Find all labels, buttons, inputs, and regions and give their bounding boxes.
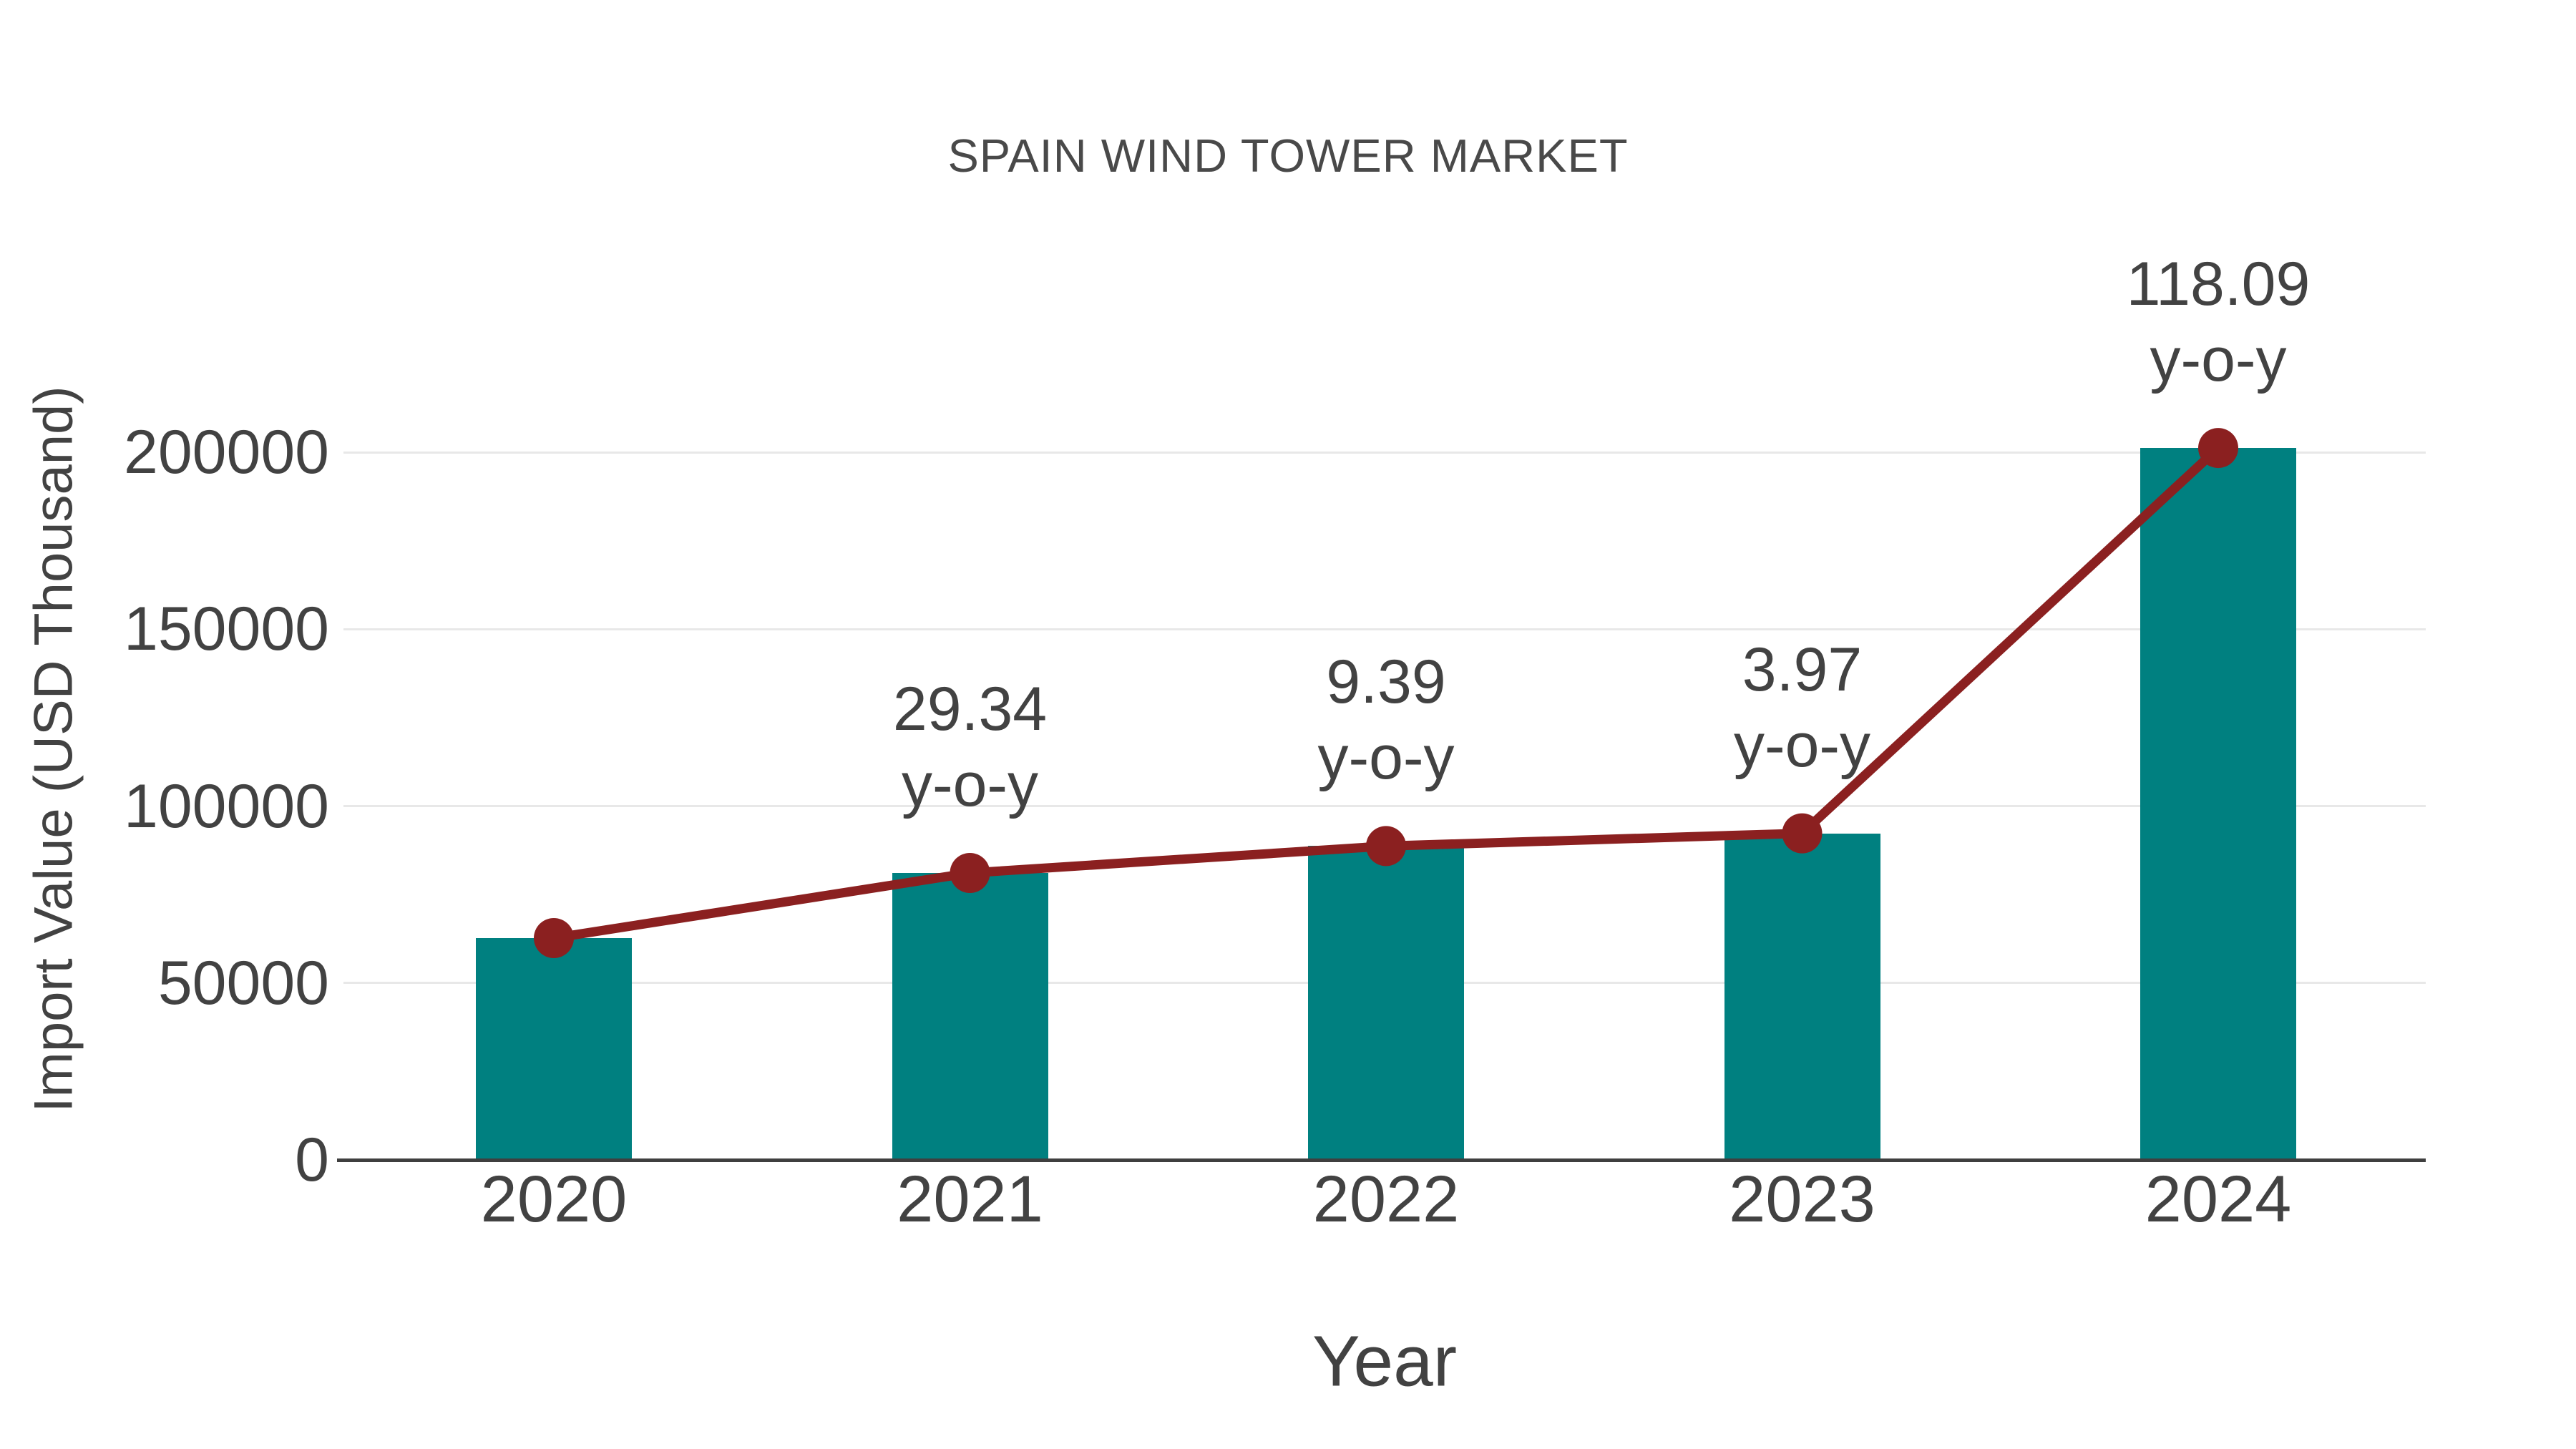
growth-annotation-suffix-2022: y-o-y <box>1317 723 1455 793</box>
bar-2021 <box>892 872 1048 1160</box>
bar-2022 <box>1308 846 1464 1160</box>
y-tick-label-50000: 50000 <box>157 948 329 1018</box>
x-axis-line <box>337 1158 2426 1162</box>
y-tick-label-0: 0 <box>295 1126 329 1194</box>
gridline-150000 <box>343 628 2426 630</box>
x-tick-label-2022: 2022 <box>1312 1163 1460 1236</box>
growth-annotation-value-2023: 3.97 <box>1742 635 1863 704</box>
growth-annotation-suffix-2024: y-o-y <box>2150 326 2287 395</box>
x-tick-label-2023: 2023 <box>1729 1163 1875 1236</box>
data-point-marker-2023 <box>1782 813 1823 854</box>
data-point-marker-2024 <box>2198 428 2238 469</box>
x-axis-title: Year <box>1312 1321 1458 1402</box>
growth-annotation-value-2022: 9.39 <box>1326 648 1446 717</box>
growth-annotation-value-2021: 29.34 <box>892 674 1048 743</box>
data-point-marker-2022 <box>1366 826 1406 867</box>
data-point-marker-2021 <box>950 852 990 893</box>
growth-annotation-value-2024: 118.09 <box>2126 250 2311 319</box>
chart-title: SPAIN WIND TOWER MARKET <box>947 130 1629 182</box>
bar-2020 <box>476 937 632 1160</box>
data-point-marker-2020 <box>534 917 574 958</box>
bar-2023 <box>1724 833 1880 1160</box>
y-tick-label-100000: 100000 <box>124 771 329 841</box>
y-tick-label-150000: 150000 <box>124 595 329 664</box>
gridline-200000 <box>343 451 2426 454</box>
gridline-100000 <box>343 805 2426 807</box>
y-axis-title: Import Value (USD Thousand) <box>23 386 84 1113</box>
growth-annotation-suffix-2023: y-o-y <box>1733 711 1871 780</box>
x-tick-label-2024: 2024 <box>2145 1163 2292 1236</box>
x-tick-label-2021: 2021 <box>897 1163 1043 1236</box>
bar-2024 <box>2140 448 2296 1160</box>
y-tick-label-200000: 200000 <box>124 418 329 487</box>
growth-annotation-suffix-2021: y-o-y <box>901 750 1039 819</box>
x-tick-label-2020: 2020 <box>480 1163 628 1236</box>
